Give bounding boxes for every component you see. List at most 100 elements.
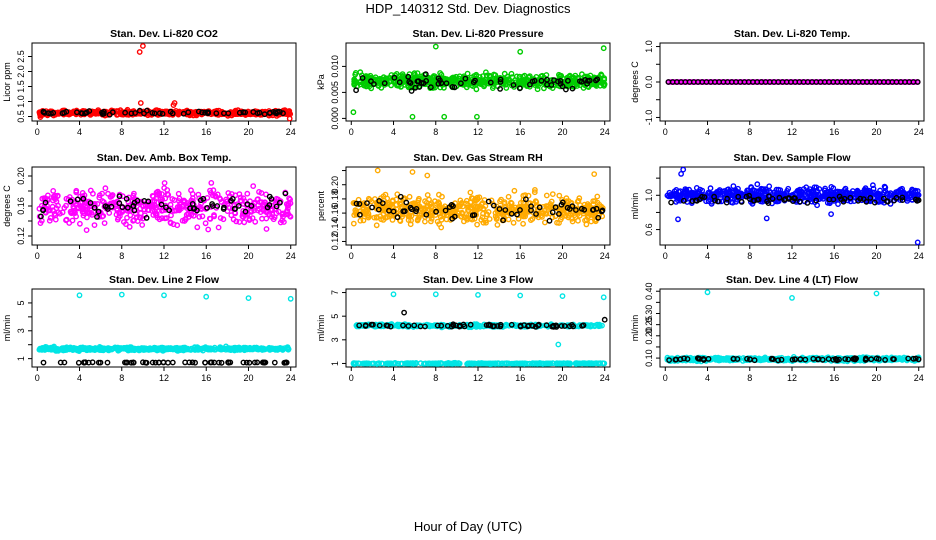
data-point [467,189,474,196]
data-point [503,85,510,91]
data-point [492,72,499,79]
panel-title: Stan. Dev. Line 4 (LT) Flow [726,274,859,286]
data-point [482,69,489,76]
panel-title: Stan. Dev. Gas Stream RH [413,152,542,164]
data-point [242,208,249,215]
data-point [155,359,162,366]
data-point [754,181,761,188]
outlier-point [409,169,416,175]
panel-title: Stan. Dev. Amb. Box Temp. [97,152,232,164]
data-point [394,214,401,221]
x-tick-label: 24 [914,251,924,261]
data-point [217,196,224,203]
data-point [531,77,538,84]
x-tick-label: 20 [871,127,881,137]
x-tick-label: 16 [201,373,211,383]
data-point [200,195,207,202]
series-1 [353,291,607,348]
x-tick-label: 0 [35,373,40,383]
outlier-point [37,114,44,121]
series-2 [353,71,601,94]
data-point [186,359,193,366]
data-point [483,219,489,226]
data-point [166,207,173,214]
y-tick-label: 2.0 [16,65,26,78]
data-point [436,221,442,228]
data-point [220,110,227,117]
plot-frame [659,166,925,246]
data-point [162,215,168,222]
outlier-point [600,294,607,301]
data-point [55,202,61,209]
series-1 [664,289,922,365]
outlier-point [678,170,684,177]
data-point [438,80,445,87]
data-point [464,70,471,77]
data-point [520,220,526,227]
y-tick-label: 5 [330,314,340,319]
data-point [162,195,169,202]
outlier-point [432,291,439,298]
data-point [465,204,471,211]
series-2 [40,359,290,366]
data-point [116,210,123,216]
data-point [61,359,68,366]
data-point [514,211,520,218]
data-point [280,210,286,217]
x-tick-label: 4 [705,251,710,261]
data-point [119,109,125,115]
data-point [74,109,80,116]
data-point [497,86,503,92]
data-point [156,110,163,117]
panel-title: Stan. Dev. Line 3 Flow [423,274,534,286]
data-point [126,223,133,230]
data-point [462,75,469,82]
data-point [421,218,428,225]
x-tick-label: 4 [705,127,710,137]
data-point [279,217,285,224]
data-point [403,199,410,206]
data-point [77,220,83,227]
data-point [244,190,251,197]
figure-title: HDP_140312 Std. Dev. Diagnostics [365,1,571,16]
data-point [559,83,566,90]
data-point [164,191,171,198]
data-point [227,110,234,117]
data-point [267,109,273,116]
data-point [481,83,487,90]
x-tick-label: 24 [600,251,610,261]
data-point [38,213,44,220]
data-point [389,197,396,204]
x-tick-label: 24 [286,373,296,383]
series-2 [665,79,921,85]
data-point [123,195,130,202]
data-point [505,216,512,223]
data-point [132,110,139,116]
data-point [489,85,496,92]
data-point [437,70,443,76]
data-point [220,204,227,211]
data-point [57,210,63,217]
data-point [211,212,217,218]
data-point [95,208,102,215]
x-tick-label: 4 [77,373,82,383]
data-point [369,204,375,211]
x-tick-label: 24 [600,127,610,137]
data-point [87,199,94,206]
data-point [891,197,897,204]
data-point [598,72,605,79]
y-tick-label: 5 [16,300,26,305]
data-point [569,85,576,92]
data-point [473,86,480,93]
data-point [543,192,550,199]
data-point [163,204,169,211]
data-point [797,198,803,205]
data-point [261,111,268,118]
outlier-point [591,171,598,178]
data-point [242,109,249,116]
data-point [468,205,474,212]
data-point [160,359,167,366]
data-point [575,217,581,224]
data-point [134,218,141,225]
